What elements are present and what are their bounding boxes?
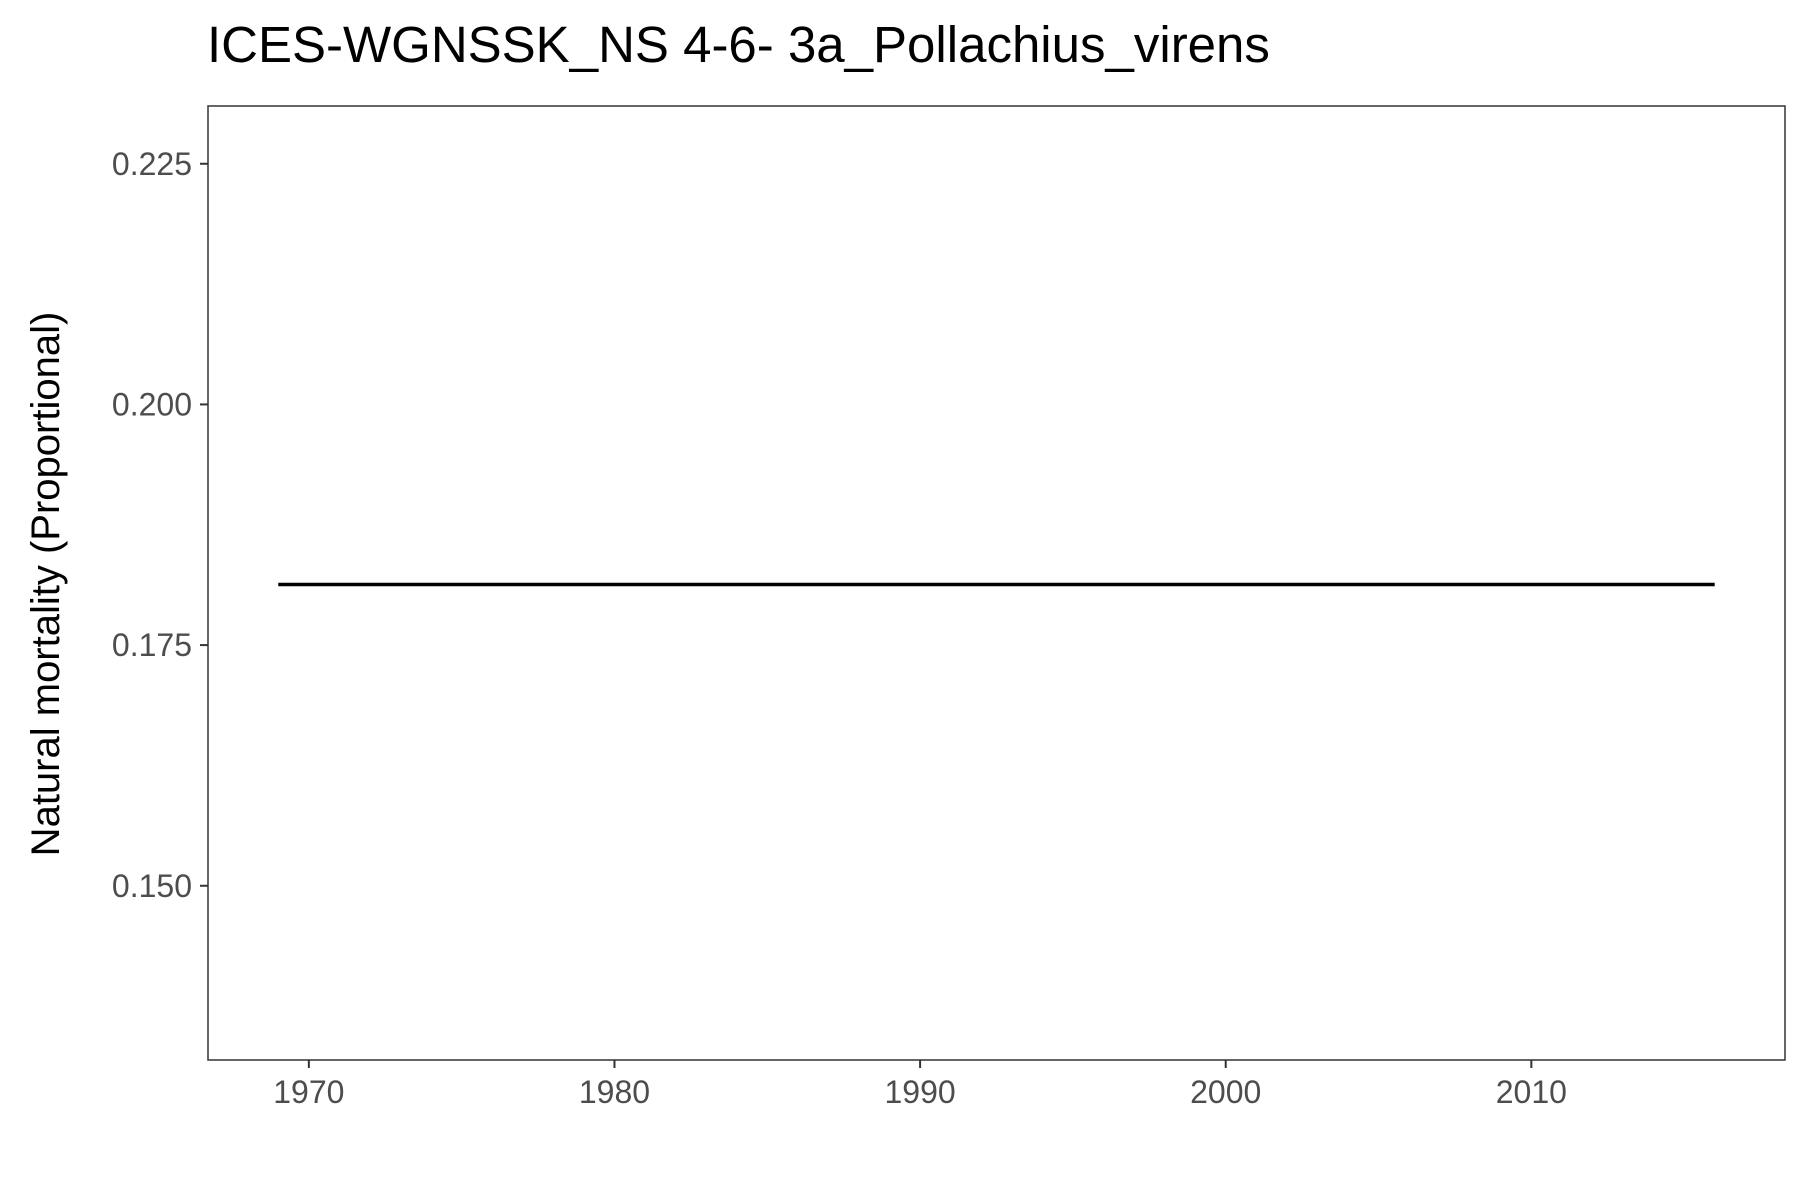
y-tick-label: 0.225: [112, 146, 192, 182]
chart-title: ICES-WGNSSK_NS 4-6- 3a_Pollachius_virens: [207, 16, 1270, 73]
y-tick-label: 0.150: [112, 868, 192, 904]
y-tick-label: 0.200: [112, 386, 192, 422]
x-tick-label: 1970: [273, 1074, 344, 1110]
y-tick-label: 0.175: [112, 627, 192, 663]
x-tick-label: 2010: [1496, 1074, 1567, 1110]
x-tick-label: 1980: [579, 1074, 650, 1110]
x-tick-label: 2000: [1190, 1074, 1261, 1110]
y-axis-title: Natural mortality (Proportional): [24, 312, 68, 857]
x-tick-label: 1990: [885, 1074, 956, 1110]
